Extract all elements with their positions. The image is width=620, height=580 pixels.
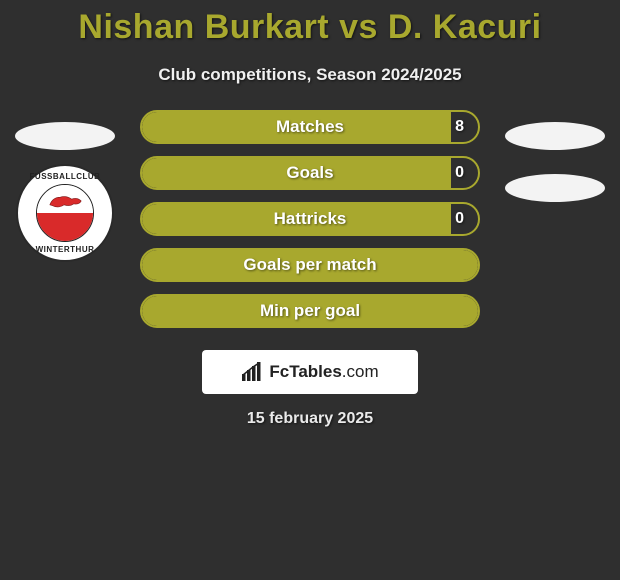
bars-icon [241,362,263,382]
badge-lower-half [37,213,93,241]
right-player-column [500,110,610,202]
stat-row: Hattricks0 [140,202,480,236]
stat-row: Min per goal [140,294,480,328]
stat-label: Min per goal [142,301,478,321]
player-headshot-placeholder [15,122,115,150]
brand-name: FcTables [269,362,341,381]
stat-row: Goals0 [140,156,480,190]
stats-list: Matches8Goals0Hattricks0Goals per matchM… [140,110,480,340]
stat-row: Matches8 [140,110,480,144]
stat-row: Goals per match [140,248,480,282]
left-player-column: FUSSBALLCLUB WINTERTHUR [10,110,120,262]
stat-value: 0 [455,164,464,182]
brand-text: FcTables.com [269,362,378,382]
lion-icon [47,191,85,211]
club-badge-placeholder [505,174,605,202]
stat-label: Matches [142,117,478,137]
source-brand: FcTables.com [202,350,418,394]
player-headshot-placeholder [505,122,605,150]
stat-value: 0 [455,210,464,228]
badge-bottom-text: WINTERTHUR [18,245,112,254]
badge-top-text: FUSSBALLCLUB [18,172,112,181]
brand-domain: .com [342,362,379,381]
stat-value: 8 [455,118,464,136]
subtitle: Club competitions, Season 2024/2025 [0,65,620,85]
stat-label: Hattricks [142,209,478,229]
stat-label: Goals [142,163,478,183]
page-title: Nishan Burkart vs D. Kacuri [0,0,620,47]
badge-inner [36,184,94,242]
club-badge-winterthur: FUSSBALLCLUB WINTERTHUR [16,164,114,262]
stat-label: Goals per match [142,255,478,275]
snapshot-date: 15 february 2025 [0,410,620,428]
